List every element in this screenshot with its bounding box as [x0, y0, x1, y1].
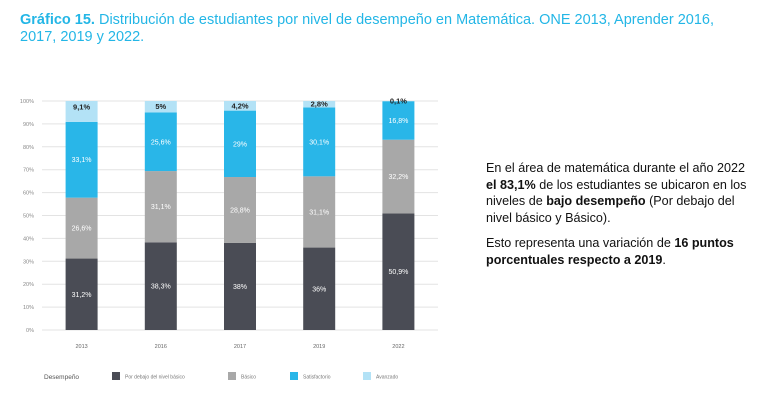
bar-segment: [382, 101, 415, 140]
bar-segment: [382, 213, 415, 330]
data-label: 25,6%: [151, 139, 171, 146]
legend-swatch: [112, 372, 120, 380]
bar-segment: [303, 101, 336, 108]
summary-text-2c: .: [662, 252, 666, 267]
stacked-bar-chart: 0% 10% 20% 30% 40% 50% 60% 70% 80% 90% 100% 31,2% 26…: [20, 97, 438, 381]
y-tick-label: 60%: [23, 191, 34, 197]
data-label: 28,8%: [230, 208, 250, 215]
bar-segment: [65, 121, 98, 198]
y-tick-label: 40%: [23, 236, 34, 242]
summary-highlight-points: 16 puntos porcentuales respecto a 2019: [486, 236, 734, 267]
data-label: 9,1%: [73, 103, 90, 112]
data-label: 26,6%: [72, 226, 92, 233]
data-label: 31,1%: [151, 204, 171, 211]
bar-segment: [303, 176, 336, 248]
summary-highlight-percent: el 83,1%: [486, 177, 536, 192]
legend-label: Por debajo del nivel básico: [125, 375, 185, 381]
y-tick-label: 80%: [23, 145, 34, 151]
y-tick-label: 30%: [23, 259, 34, 265]
legend-title: Desempeño: [44, 374, 79, 381]
legend-label: Básico: [241, 375, 256, 381]
data-label: 33,1%: [72, 157, 92, 164]
y-tick-label: 100%: [20, 99, 34, 105]
bar-segment: [65, 258, 98, 330]
title-prefix: Gráfico 15.: [20, 12, 95, 28]
y-tick-label: 70%: [23, 168, 34, 174]
data-label: 0,1%: [390, 97, 407, 106]
data-label: 30,1%: [309, 139, 329, 146]
y-tick-label: 50%: [23, 214, 34, 220]
bar-segment: [303, 247, 336, 330]
data-label: 29%: [233, 141, 247, 148]
bar-segment: [224, 101, 256, 111]
bar-segment: [382, 139, 415, 214]
data-label: 38,3%: [151, 284, 171, 291]
data-label: 31,1%: [309, 209, 329, 216]
data-label: 32,2%: [388, 174, 408, 181]
legend-swatch: [228, 372, 236, 380]
bar-segment: [65, 197, 98, 259]
bar-segment: [224, 177, 256, 243]
bar-segment: [144, 112, 177, 172]
summary-text-2a: Esto representa una variación de: [486, 236, 675, 251]
summary-text-1a: En el área de matemática durante el año …: [486, 161, 746, 175]
data-label: 31,2%: [72, 292, 92, 299]
data-label: 16,8%: [388, 118, 408, 125]
bar-segment: [144, 242, 177, 330]
bar-segment: [65, 101, 98, 122]
summary-text-1e: (Por debajo del nivel básico y Básico).: [486, 194, 735, 225]
x-tick-label: 2016: [155, 344, 167, 350]
y-tick-label: 20%: [23, 282, 34, 288]
y-tick-label: 10%: [23, 305, 34, 311]
bar-segment: [144, 101, 177, 113]
data-label: 50,9%: [388, 269, 408, 276]
legend-label: Avanzado: [376, 375, 398, 381]
x-tick-label: 2013: [75, 344, 87, 350]
legend-swatch: [290, 372, 298, 380]
title-text: Distribución de estudiantes por nivel de…: [20, 12, 714, 45]
y-tick-label: 0%: [26, 328, 34, 334]
bar-segment: [224, 242, 256, 330]
legend-swatch: [363, 372, 371, 380]
x-tick-label: 2017: [234, 344, 246, 350]
legend-label: Satisfactorio: [303, 375, 331, 381]
data-label: 38%: [233, 284, 247, 291]
summary-paragraph-2: Esto representa una variación de 16 punt…: [486, 235, 758, 268]
data-label: 5%: [155, 102, 166, 111]
chart-title: Gráfico 15. Distribución de estudiantes …: [20, 12, 750, 46]
bar-segment: [224, 110, 256, 178]
x-tick-label: 2022: [392, 344, 404, 350]
summary-highlight-low: bajo desempeño: [546, 194, 646, 209]
x-tick-label: 2019: [313, 344, 325, 350]
summary-text-1c: de los estudiantes se ubicaron en los ni…: [486, 177, 747, 209]
bar-segment: [144, 171, 177, 243]
summary-text: En el área de matemática durante el año …: [486, 160, 758, 278]
y-tick-label: 90%: [23, 122, 34, 128]
data-label: 36%: [312, 286, 326, 293]
summary-paragraph-1: En el área de matemática durante el año …: [486, 160, 758, 226]
data-label: 2,8%: [311, 100, 328, 109]
data-label: 4,2%: [231, 101, 248, 110]
bar-segment: [303, 107, 336, 177]
